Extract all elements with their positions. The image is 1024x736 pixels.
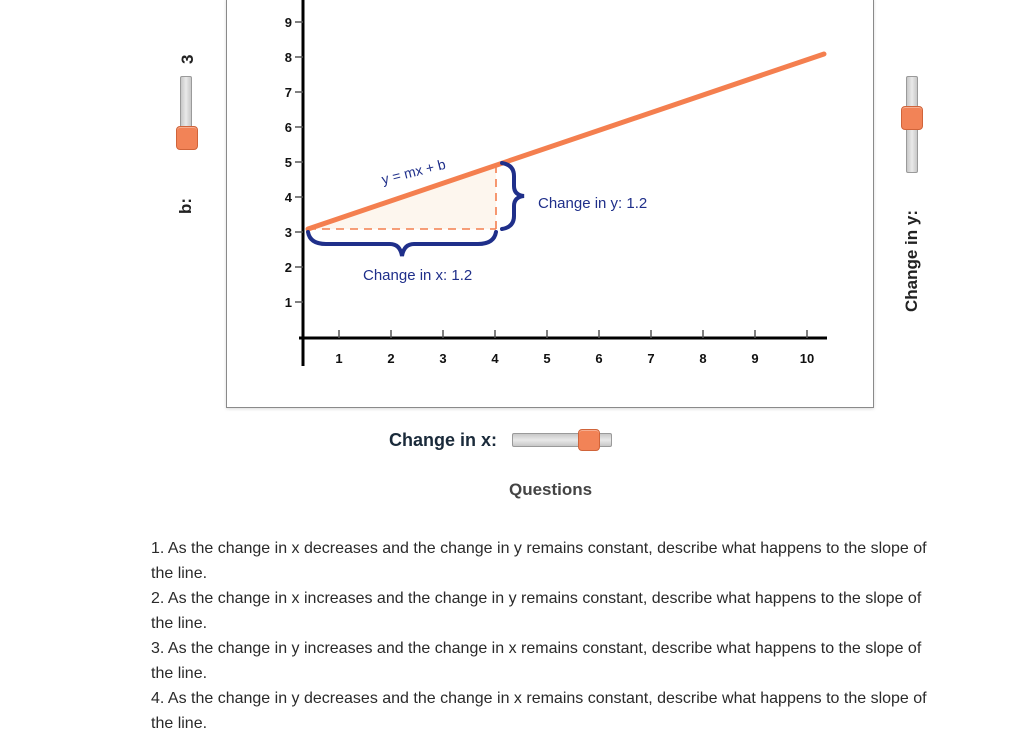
b-value-label: 3 <box>178 55 198 64</box>
change-y-label-text: Change in y: <box>902 209 921 312</box>
y-tick-label: 7 <box>285 85 292 100</box>
question-item: 2. As the change in x increases and the … <box>151 590 922 632</box>
y-tick-label: 3 <box>285 225 292 240</box>
change-y-slider-label: Change in y: <box>902 210 922 312</box>
questions-list: 1. As the change in x decreases and the … <box>151 536 941 736</box>
y-tick-label: 9 <box>285 15 292 30</box>
x-tick-label: 8 <box>699 351 706 366</box>
question-item: 4. As the change in y decreases and the … <box>151 690 927 732</box>
y-tick-label: 2 <box>285 260 292 275</box>
change-y-slider-thumb[interactable] <box>901 106 923 130</box>
b-slider-label: b: <box>176 198 196 214</box>
y-tick-label: 6 <box>285 120 292 135</box>
x-tick-label: 6 <box>595 351 602 366</box>
change-y-text: Change in y: 1.2 <box>538 195 647 212</box>
b-label-text: b: <box>176 197 195 214</box>
x-tick-label: 1 <box>335 351 342 366</box>
questions-heading: Questions <box>509 480 593 499</box>
y-tick-label: 4 <box>285 190 293 205</box>
graph-panel <box>226 0 874 408</box>
question-item: 1. As the change in x decreases and the … <box>151 540 927 582</box>
run-brace <box>306 230 498 257</box>
x-tick-label: 10 <box>800 351 814 366</box>
change-x-slider-thumb[interactable] <box>578 429 600 451</box>
x-tick-label: 7 <box>647 351 654 366</box>
b-slider-thumb[interactable] <box>176 126 198 150</box>
x-tick-label: 2 <box>387 351 394 366</box>
x-tick-label: 4 <box>491 351 499 366</box>
rise-brace <box>500 161 525 231</box>
b-value-text: 3 <box>178 54 197 64</box>
x-axis-ticks: 1 2 3 4 5 6 7 8 9 10 <box>335 330 814 366</box>
change-x-text: Change in x: 1.2 <box>363 267 472 284</box>
change-x-slider-label: Change in x: <box>389 430 498 450</box>
x-tick-label: 3 <box>439 351 446 366</box>
question-item: 3. As the change in y increases and the … <box>151 640 922 682</box>
x-tick-label: 5 <box>543 351 550 366</box>
y-tick-label: 5 <box>285 155 292 170</box>
y-axis-ticks: 1 2 3 4 5 6 7 8 9 <box>285 15 303 310</box>
x-tick-label: 9 <box>751 351 758 366</box>
y-tick-label: 1 <box>285 295 292 310</box>
y-tick-label: 8 <box>285 50 292 65</box>
linear-function-line[interactable] <box>305 51 827 232</box>
